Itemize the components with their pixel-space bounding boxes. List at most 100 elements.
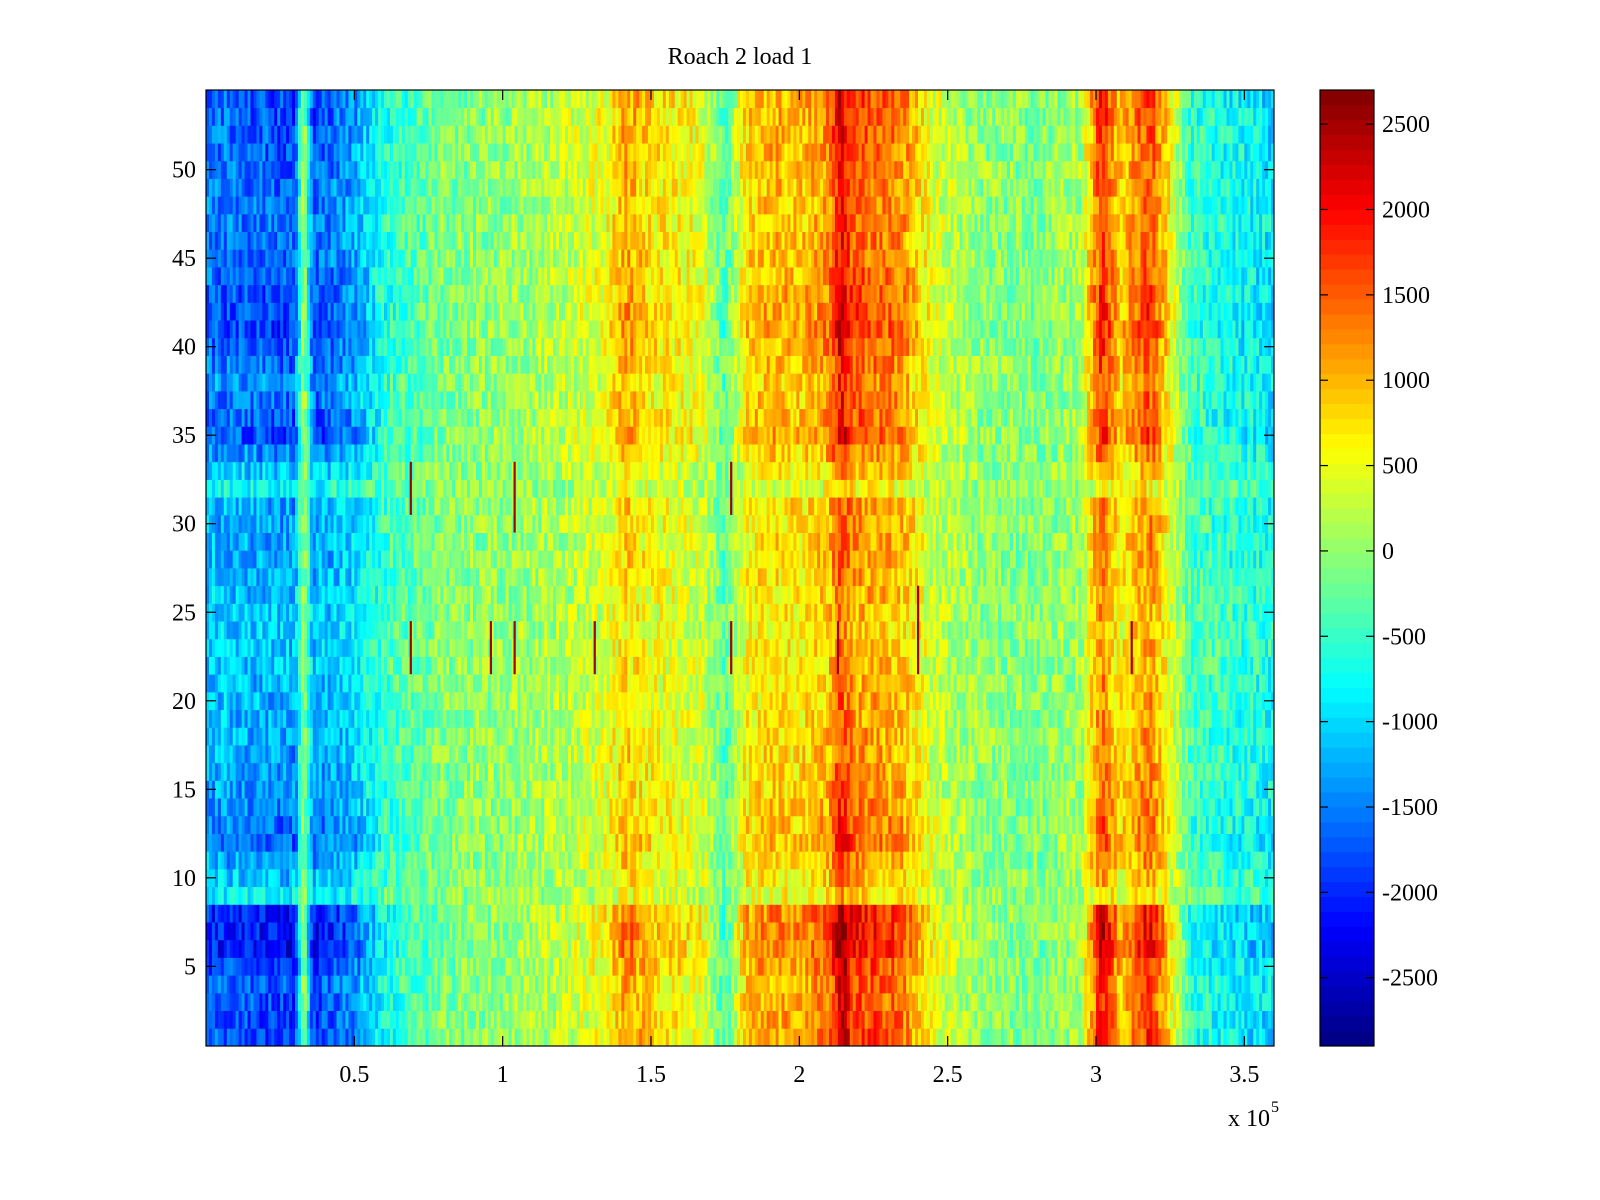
heatmap-cell <box>805 904 809 923</box>
heatmap-cell <box>384 886 388 905</box>
heatmap-cell <box>633 815 637 834</box>
heatmap-cell <box>894 992 898 1011</box>
heatmap-cell <box>648 886 652 905</box>
heatmap-cell <box>1101 798 1106 817</box>
heatmap-cell <box>867 957 871 976</box>
heatmap-cell <box>790 815 794 834</box>
heatmap-cell <box>1093 1028 1097 1047</box>
heatmap-cell <box>520 815 524 834</box>
heatmap-cell <box>369 1028 373 1047</box>
heatmap-cell <box>808 1028 812 1047</box>
heatmap-cell <box>962 922 966 941</box>
heatmap-cell <box>1001 904 1005 923</box>
heatmap-cell <box>541 868 545 888</box>
heatmap-cell <box>923 939 928 958</box>
heatmap-cell <box>1238 939 1242 958</box>
heatmap-cell <box>636 1028 640 1047</box>
heatmap-cell <box>1256 904 1260 923</box>
heatmap-cell <box>354 833 358 852</box>
heatmap-cell <box>585 1028 590 1047</box>
heatmap-cell <box>998 868 1002 888</box>
heatmap-cell <box>490 868 495 888</box>
heatmap-cell <box>662 1010 667 1029</box>
heatmap-cell <box>220 1028 225 1047</box>
heatmap-cell <box>935 992 940 1011</box>
heatmap-cell <box>977 833 981 852</box>
heatmap-cell <box>532 851 536 870</box>
heatmap-cell <box>517 939 521 958</box>
heatmap-cell <box>843 1010 848 1029</box>
heatmap-cell <box>348 868 352 888</box>
heatmap-cell <box>731 1028 735 1047</box>
heatmap-cell <box>1199 815 1204 834</box>
heatmap-cell <box>725 851 729 870</box>
heatmap-cell <box>906 904 910 923</box>
heatmap-cell <box>1167 992 1171 1011</box>
heatmap-cell <box>805 957 809 976</box>
heatmap-cell <box>295 886 299 905</box>
heatmap-cell <box>535 1028 539 1047</box>
heatmap-cell <box>968 833 972 852</box>
heatmap-cell <box>487 975 492 994</box>
heatmap-cell <box>256 868 260 888</box>
heatmap-cell <box>677 1028 682 1047</box>
heatmap-cell <box>992 939 996 958</box>
heatmap-cell <box>1107 922 1112 941</box>
heatmap-cell <box>686 833 690 852</box>
heatmap-cell <box>523 975 527 994</box>
heatmap-cell <box>274 992 278 1011</box>
heatmap-cell <box>1208 992 1213 1011</box>
heatmap-cell <box>918 815 922 834</box>
heatmap-cell <box>775 975 779 994</box>
heatmap-cell <box>268 886 272 905</box>
heatmap-cell <box>799 922 803 941</box>
heatmap-cell <box>487 939 492 958</box>
heatmap-cell <box>520 1010 524 1029</box>
heatmap-cell <box>1104 1028 1109 1047</box>
heatmap-cell <box>1119 1028 1124 1047</box>
heatmap-cell <box>686 992 690 1011</box>
heatmap-cell <box>1072 992 1076 1011</box>
heatmap-cell <box>324 851 329 870</box>
heatmap-cell <box>668 851 673 870</box>
heatmap-cell <box>1173 1028 1177 1047</box>
heatmap-cell <box>250 957 254 976</box>
heatmap-cell <box>336 815 340 834</box>
heatmap-cell <box>277 975 281 994</box>
heatmap-cell <box>1196 833 1201 852</box>
heatmap-cell <box>740 957 744 976</box>
heatmap-cell <box>431 886 435 905</box>
heatmap-cell <box>475 798 480 817</box>
heatmap-cell <box>651 833 655 852</box>
heatmap-cell <box>535 939 539 958</box>
heatmap-cell <box>588 922 593 941</box>
heatmap-cell <box>814 815 818 834</box>
heatmap-cell <box>855 939 860 958</box>
heatmap-cell <box>1149 868 1153 888</box>
heatmap-cell <box>1110 992 1115 1011</box>
heatmap-cell <box>499 851 504 870</box>
heatmap-cell <box>757 992 762 1011</box>
heatmap-cell <box>757 851 762 870</box>
heatmap-cell <box>570 1028 575 1047</box>
heatmap-cell <box>348 833 352 852</box>
heatmap-cell <box>487 798 492 817</box>
heatmap-cell <box>1152 833 1156 852</box>
heatmap-cell <box>526 992 530 1011</box>
heatmap-cell <box>404 975 409 994</box>
heatmap-cell <box>274 833 278 852</box>
heatmap-cell <box>834 868 839 888</box>
heatmap-cell <box>526 851 530 870</box>
heatmap-cell <box>900 798 904 817</box>
heatmap-cell <box>1140 957 1144 976</box>
heatmap-cell <box>499 1028 504 1047</box>
heatmap-cell <box>918 992 922 1011</box>
heatmap-cell <box>947 1028 952 1047</box>
heatmap-cell <box>416 1028 420 1047</box>
heatmap-cell <box>1241 868 1245 888</box>
heatmap-cell <box>627 798 631 817</box>
heatmap-cell <box>1081 922 1085 941</box>
heatmap-cell <box>544 957 548 976</box>
heatmap-cell <box>1143 939 1147 958</box>
heatmap-cell <box>1093 886 1097 905</box>
